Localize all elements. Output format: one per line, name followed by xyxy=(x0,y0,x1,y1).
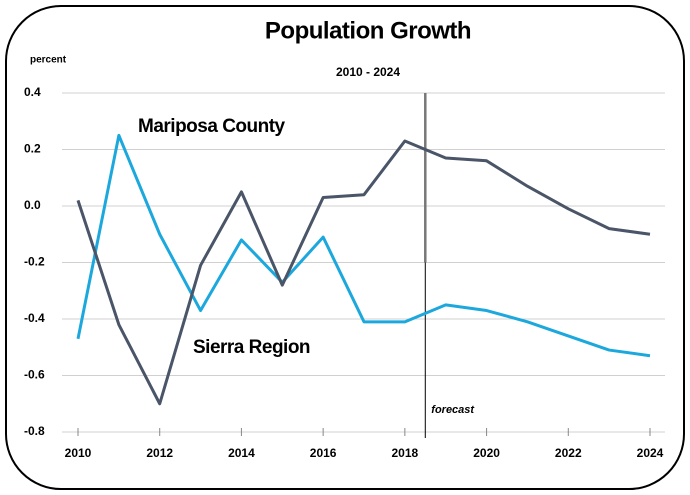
annotation: forecast xyxy=(431,404,475,416)
x-tick-label: 2012 xyxy=(146,446,173,460)
frame xyxy=(5,5,685,490)
chart-subtitle: 2010 - 2024 xyxy=(336,65,400,79)
x-tick-label: 2016 xyxy=(310,446,337,460)
y-tick-label: -0.2 xyxy=(24,255,45,269)
y-axis-label: percent xyxy=(30,55,67,66)
x-tick-label: 2010 xyxy=(65,446,92,460)
y-tick-label: 0.2 xyxy=(24,142,41,156)
y-tick-label: 0.0 xyxy=(24,198,41,212)
x-tick-label: 2022 xyxy=(555,446,582,460)
x-tick-label: 2020 xyxy=(473,446,500,460)
chart-title: Population Growth xyxy=(265,17,471,44)
x-tick-label: 2018 xyxy=(392,446,419,460)
x-tick-label: 2024 xyxy=(637,446,664,460)
series-line xyxy=(76,133,651,358)
series-line xyxy=(76,139,651,406)
y-tick-label: -0.6 xyxy=(24,368,45,382)
series-label: Mariposa County xyxy=(138,116,286,137)
y-tick-label: -0.8 xyxy=(24,424,45,438)
y-tick-label: -0.4 xyxy=(24,311,45,325)
y-tick-label: 0.4 xyxy=(24,85,41,99)
x-tick-label: 2014 xyxy=(228,446,255,460)
series-label: Sierra Region xyxy=(193,337,310,358)
